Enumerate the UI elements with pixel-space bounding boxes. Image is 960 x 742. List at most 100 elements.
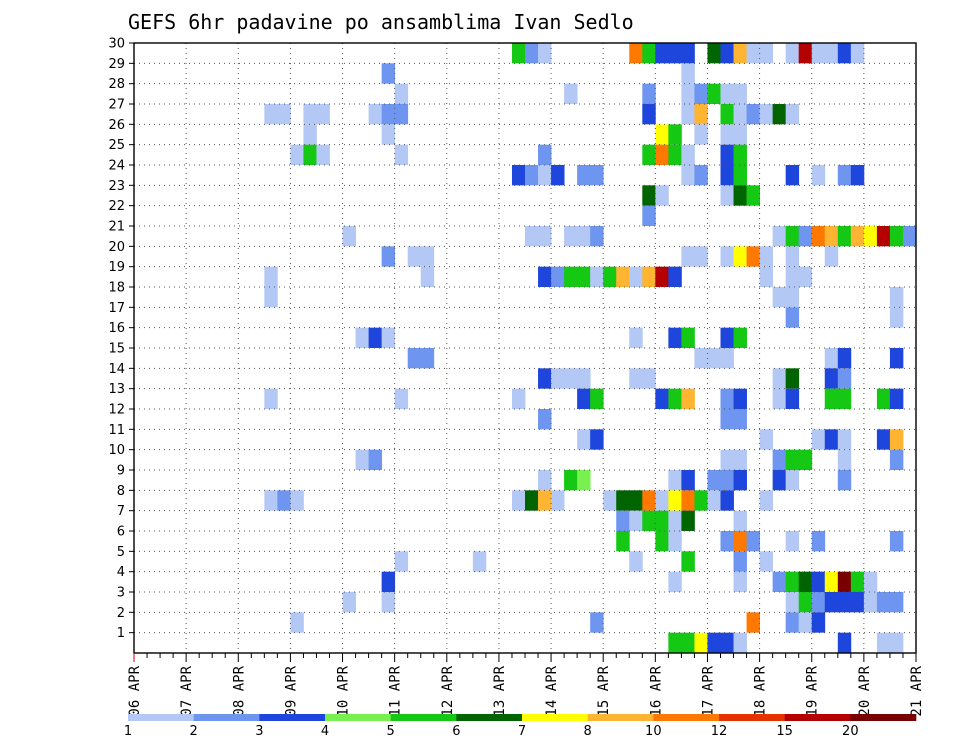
heatmap-cell <box>876 592 891 613</box>
heatmap-cell <box>720 43 734 64</box>
heatmap-cell <box>577 388 591 409</box>
heatmap-cell <box>746 104 760 125</box>
heatmap-cell <box>889 307 904 328</box>
heatmap-cell <box>407 246 422 267</box>
heatmap-cell <box>355 449 369 470</box>
heatmap-cell <box>642 368 656 389</box>
heatmap-cell <box>603 266 617 287</box>
y-tick-label: 20 <box>108 240 125 255</box>
heatmap-cell <box>603 490 617 511</box>
heatmap-cell <box>616 510 630 531</box>
heatmap-cell <box>668 470 682 491</box>
heatmap-cell <box>525 43 539 64</box>
heatmap-cell <box>525 490 539 511</box>
heatmap-cell <box>746 531 760 552</box>
heatmap-cell <box>850 43 865 64</box>
y-tick-label: 30 <box>108 37 125 52</box>
heatmap-cell <box>355 327 369 348</box>
heatmap-cell <box>876 429 891 450</box>
heatmap-cell <box>837 348 852 369</box>
colorbar-swatch <box>850 714 917 721</box>
heatmap-cell <box>824 429 839 450</box>
heatmap-cell <box>590 612 604 633</box>
heatmap-cell <box>889 632 904 653</box>
heatmap-cell <box>681 144 695 165</box>
colorbar-swatch <box>193 714 260 721</box>
y-tick-label: 5 <box>117 545 125 560</box>
heatmap-cell <box>837 632 852 653</box>
heatmap-cell <box>837 571 852 592</box>
heatmap-cell <box>837 470 852 491</box>
heatmap-cell <box>394 104 409 125</box>
heatmap-cell <box>863 571 878 592</box>
heatmap-cell <box>824 388 839 409</box>
heatmap-cell <box>798 226 813 247</box>
heatmap-cell <box>420 348 435 369</box>
y-tick-label: 3 <box>117 586 125 601</box>
heatmap-cell <box>577 368 591 389</box>
heatmap-cell <box>551 165 565 186</box>
heatmap-cell <box>681 327 695 348</box>
heatmap-cell <box>368 104 383 125</box>
heatmap-cell <box>746 185 760 206</box>
heatmap-cell <box>785 449 800 470</box>
heatmap-cell <box>785 388 800 409</box>
heatmap-cell <box>876 226 891 247</box>
y-axis: 1234567891011121314151617181920212223242… <box>108 37 134 641</box>
heatmap-cell <box>694 83 708 104</box>
y-tick-label: 29 <box>108 57 125 72</box>
x-tick-label: 17 APR <box>700 665 716 716</box>
heatmap-cell <box>342 592 356 613</box>
heatmap-cell <box>759 246 774 267</box>
heatmap-cell <box>876 388 891 409</box>
heatmap-cell <box>785 165 800 186</box>
heatmap-cell <box>577 226 591 247</box>
heatmap-cell <box>590 266 604 287</box>
heatmap-cell <box>733 632 747 653</box>
heatmap-cell <box>642 205 656 226</box>
y-tick-label: 27 <box>108 98 125 113</box>
heatmap-cell <box>564 226 578 247</box>
colorbar-swatch <box>653 714 720 721</box>
heatmap-cell <box>733 571 747 592</box>
heatmap-cell <box>759 104 774 125</box>
heatmap-cell <box>681 165 695 186</box>
heatmap-cell <box>368 449 383 470</box>
heatmap-cell <box>720 165 734 186</box>
heatmap-cell <box>824 246 839 267</box>
heatmap-cell <box>681 632 695 653</box>
heatmap-cell <box>850 165 865 186</box>
heatmap-cell <box>759 266 774 287</box>
heatmap-cell <box>720 490 734 511</box>
heatmap-cell <box>629 368 643 389</box>
y-tick-label: 28 <box>108 77 125 92</box>
heatmap-cell <box>616 490 630 511</box>
heatmap-cell <box>303 124 317 145</box>
heatmap-cell <box>811 612 826 633</box>
heatmap-cell <box>759 490 774 511</box>
colorbar-label: 2 <box>190 724 198 739</box>
colorbar-label: 12 <box>711 724 728 739</box>
y-tick-label: 7 <box>117 504 125 519</box>
heatmap-cell <box>785 531 800 552</box>
heatmap-cell <box>655 531 669 552</box>
heatmap-cell <box>564 83 578 104</box>
heatmap-cell <box>577 165 591 186</box>
heatmap-cell <box>642 510 656 531</box>
heatmap-cell <box>590 388 604 409</box>
y-tick-label: 4 <box>117 565 125 580</box>
heatmap-cell <box>381 124 396 145</box>
colorbar: 1 2 3 4 5 6 7 8 10 12 15 20 <box>124 714 917 739</box>
heatmap-cell <box>694 490 708 511</box>
heatmap-cell <box>407 348 422 369</box>
heatmap-cell <box>511 165 526 186</box>
x-axis: 06 APR 07 APR 08 APR 09 APR 10 APR 11 APR 12 A… <box>127 653 925 717</box>
heatmap-cell <box>785 43 800 64</box>
colorbar-swatch <box>325 714 391 721</box>
x-tick-label: 19 APR <box>805 665 821 716</box>
heatmap-cell <box>381 327 396 348</box>
heatmap-cell <box>707 348 721 369</box>
heatmap-cell <box>824 43 839 64</box>
heatmap-cell <box>668 43 682 64</box>
heatmap-cell <box>681 388 695 409</box>
